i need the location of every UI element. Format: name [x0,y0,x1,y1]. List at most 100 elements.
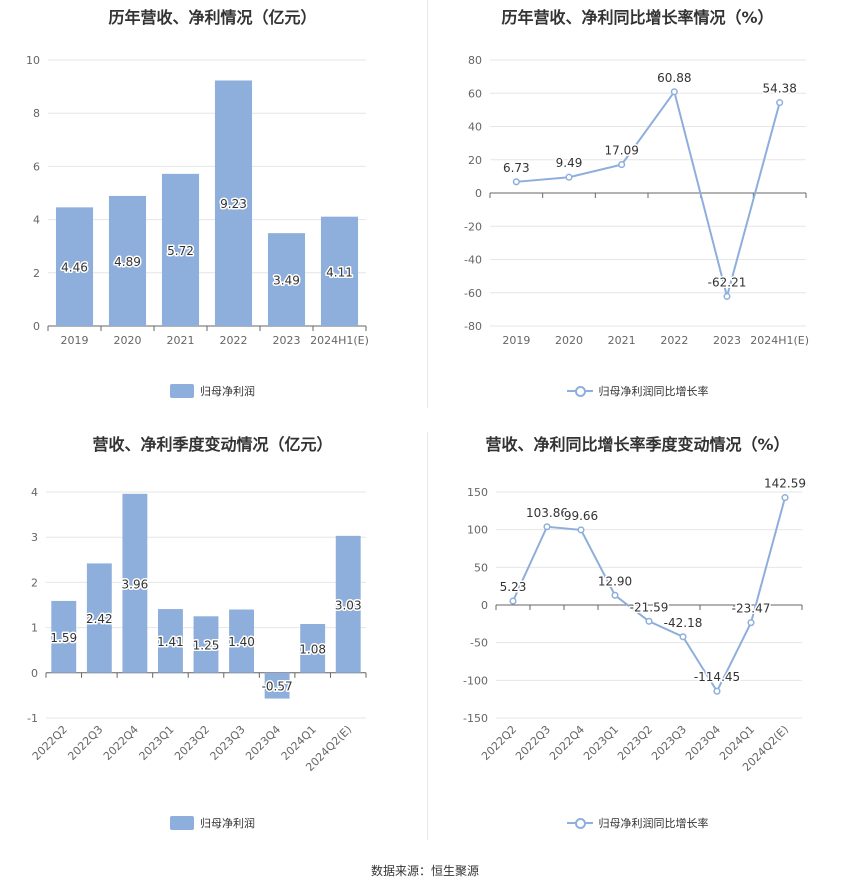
data-label: 2.42 [86,612,113,626]
y-tick-label: -40 [464,254,482,267]
x-tick-label: 2022 [220,334,248,347]
chart-title: 营收、净利季度变动情况（亿元） [92,435,333,454]
data-point [713,687,721,695]
data-point [781,494,789,502]
bar [108,195,147,326]
data-label: 1.08 [299,642,326,656]
legend-label: 归母净利润同比增长率 [598,385,709,398]
x-tick-label: 2024H1(E) [750,334,809,347]
x-tick-label: 2019 [502,334,530,347]
series-line [512,497,786,694]
y-tick-label: 2 [33,267,40,280]
y-tick-label: 1 [31,622,38,635]
legend-line-swatch [566,816,593,830]
x-tick-label: 2023Q1 [137,723,177,763]
data-point [776,99,784,107]
legend[interactable]: 归母净利润 [0,383,425,401]
data-label: 142.59 [764,477,806,491]
legend[interactable]: 归母净利润同比增长率 [425,815,850,833]
data-point [679,633,687,641]
x-tick-label: 2022Q2 [479,723,519,763]
data-label: -23.47 [732,602,771,616]
data-label: 12.90 [598,574,632,588]
data-point [611,591,619,599]
y-tick-label: -50 [470,637,488,650]
data-label: 9.49 [556,156,583,170]
legend-bar-swatch [170,816,194,830]
data-point [509,597,517,605]
x-tick-label: 2022 [660,334,688,347]
bar [320,216,359,326]
y-tick-label: 6 [33,160,40,173]
bar [158,609,183,673]
x-tick-label: 2023Q1 [581,723,621,763]
x-tick-label: 2019 [61,334,89,347]
y-tick-label: 10 [26,54,40,67]
x-tick-label: 2022Q4 [101,723,141,763]
legend-label: 归母净利润 [200,817,255,830]
y-tick-label: 80 [468,54,482,67]
x-tick-label: 2021 [167,334,195,347]
legend[interactable]: 归母净利润 [0,815,425,833]
legend-label: 归母净利润同比增长率 [598,817,709,830]
bar [122,493,148,673]
data-label: 1.59 [50,631,77,645]
data-label: 103.86 [526,506,568,520]
data-label: 9.23 [220,197,247,211]
y-tick-label: -1 [27,712,38,725]
data-label: 1.40 [228,635,255,649]
x-tick-label: 2023Q2 [172,723,212,763]
data-point [723,292,731,300]
data-label: -21.59 [630,600,669,614]
y-tick-label: 60 [468,87,482,100]
legend-line-swatch [566,384,593,398]
bar [86,563,112,673]
x-tick-label: 2023Q3 [649,723,689,763]
y-tick-label: 8 [33,107,40,120]
divider [427,432,428,840]
data-label: 5.23 [500,580,527,594]
x-tick-label: 2023Q4 [683,723,723,763]
y-tick-label: -60 [464,287,482,300]
bar [51,600,77,673]
bar [214,80,253,327]
data-label: 5.72 [167,244,194,258]
y-tick-label: -150 [463,712,488,725]
y-tick-label: 4 [31,486,38,499]
annual-profit-plot: 0 2 4 6 8 10 2019 2020 2021 2022 2023 2024H1(E) 4.46… [26,54,369,347]
x-tick-label: 2020 [555,334,583,347]
data-label: 6.73 [503,161,530,175]
x-tick-label: 2022Q4 [547,723,587,763]
y-tick-label: 150 [467,486,488,499]
data-point [577,526,585,534]
x-tick-label: 2023 [713,334,741,347]
data-label: 4.46 [61,261,88,275]
data-label: 99.66 [564,509,598,523]
y-tick-label: 0 [481,599,488,612]
x-tick-label: 2022Q3 [513,723,553,763]
data-label: 60.88 [657,71,691,85]
y-tick-label: 50 [474,561,488,574]
x-tick-label: 2022Q2 [30,723,70,763]
data-label: 54.38 [762,82,796,96]
data-label: 3.49 [273,274,300,288]
data-label: 17.09 [604,144,638,158]
legend[interactable]: 归母净利润同比增长率 [425,383,850,401]
data-label: 3.03 [335,598,362,612]
data-label: -62.21 [708,275,747,289]
bar [229,609,254,673]
x-tick-label: 2023Q3 [208,723,248,763]
data-label: 4.11 [326,265,353,279]
data-point [565,173,573,181]
data-label: -0.57 [262,680,293,694]
y-tick-label: 40 [468,121,482,134]
series-line [516,89,781,301]
quarterly-growth-plot: -150-100-500501001502022Q22022Q32022Q420… [463,475,807,774]
y-tick-label: 3 [31,531,38,544]
data-label: 1.41 [157,635,184,649]
y-tick-label: 0 [33,320,40,333]
bar [193,616,219,673]
legend-bar-swatch [170,384,194,398]
chart-title: 营收、净利同比增长率季度变动情况（%） [485,435,790,454]
bar [300,623,326,673]
